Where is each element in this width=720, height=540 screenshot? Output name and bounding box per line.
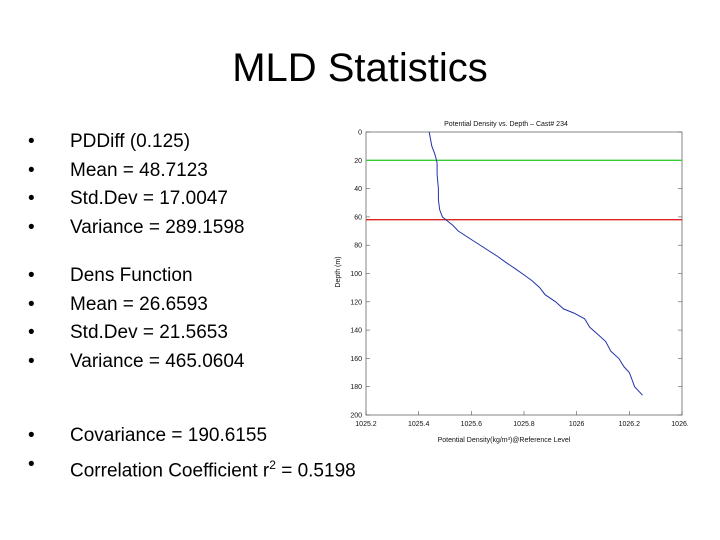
x-tick-label: 1025.8 — [513, 421, 535, 428]
y-axis-ticks: 0 20 40 60 80 100 120 140 160 180 200 — [350, 130, 682, 420]
y-tick-label: 60 — [354, 214, 362, 221]
dens-heading: Dens Function — [28, 262, 244, 291]
x-tick-label: 1026 — [569, 421, 585, 428]
reference-lines — [366, 159, 682, 221]
dens-mean: Mean = 26.6593 — [28, 291, 244, 320]
dens-stats-list: Dens Function Mean = 26.6593 Std.Dev = 2… — [28, 262, 244, 376]
y-tick-label: 140 — [350, 328, 362, 335]
correlation-stat: Correlation Coefficient r2 = 0.5198 — [28, 451, 356, 486]
covariance-stat: Covariance = 190.6155 — [28, 422, 356, 451]
x-tick-label: 1025.4 — [408, 421, 430, 428]
pddiff-stats-list: PDDiff (0.125) Mean = 48.7123 Std.Dev = … — [28, 128, 244, 242]
dens-stddev: Std.Dev = 21.5653 — [28, 319, 244, 348]
dens-variance: Variance = 465.0604 — [28, 348, 244, 377]
pddiff-heading: PDDiff (0.125) — [28, 128, 244, 157]
chart-title: Potential Density vs. Depth – Cast# 234 — [444, 121, 568, 128]
y-tick-label: 80 — [354, 243, 362, 250]
pddiff-variance: Variance = 289.1598 — [28, 214, 244, 243]
correlation-prefix: Correlation Coefficient r — [70, 459, 270, 481]
y-tick-label: 40 — [354, 186, 362, 193]
density-profile-line — [428, 131, 643, 396]
y-tick-label: 200 — [350, 413, 362, 420]
x-axis-label: Potential Density(kg/m³)@Reference Level — [438, 437, 571, 444]
x-tick-label: 1025.2 — [355, 421, 377, 428]
y-tick-label: 0 — [358, 130, 362, 137]
density-depth-chart: Potential Density vs. Depth – Cast# 234 … — [335, 121, 688, 444]
correlation-superscript: 2 — [269, 457, 276, 472]
slide-title: MLD Statistics — [232, 46, 488, 90]
series-group — [428, 131, 643, 396]
x-tick-label: 1026.2 — [619, 421, 641, 428]
y-axis-label: Depth (m) — [335, 256, 342, 287]
x-axis-ticks: 1025.2 1025.4 1025.6 1025.8 1026 1026.2 1026.4 — [355, 411, 688, 428]
y-tick-label: 20 — [354, 158, 362, 165]
y-tick-label: 120 — [350, 299, 362, 306]
combined-stats-list: Covariance = 190.6155 Correlation Coeffi… — [28, 422, 356, 485]
y-tick-label: 100 — [350, 271, 362, 278]
y-tick-label: 160 — [350, 356, 362, 363]
pddiff-mean: Mean = 48.7123 — [28, 157, 244, 186]
plot-frame — [365, 131, 683, 416]
pddiff-stddev: Std.Dev = 17.0047 — [28, 185, 244, 214]
x-tick-label: 1026.4 — [671, 421, 688, 428]
x-tick-label: 1025.6 — [461, 421, 483, 428]
correlation-value: = 0.5198 — [275, 459, 356, 481]
y-tick-label: 180 — [350, 384, 362, 391]
